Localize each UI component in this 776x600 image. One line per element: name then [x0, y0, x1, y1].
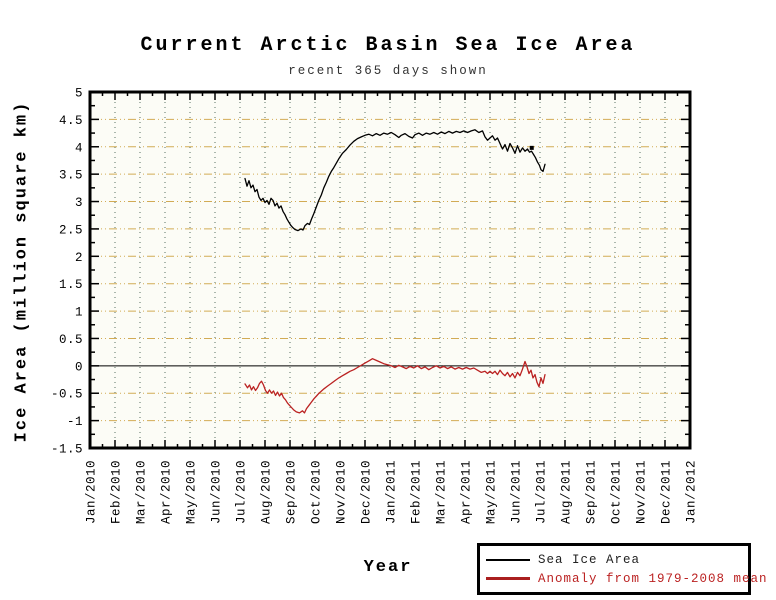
- x-tick-label: Jun/2011: [510, 460, 524, 524]
- y-tick-label: 1: [75, 306, 83, 320]
- x-tick-label: Oct/2010: [310, 460, 324, 524]
- x-tick-label: Nov/2011: [635, 460, 649, 524]
- data-point-marker: [529, 145, 534, 150]
- x-tick-label: Jan/2010: [85, 460, 99, 524]
- y-tick-label: 1.5: [59, 278, 83, 292]
- plot-background: [90, 92, 690, 448]
- plot-border: [88, 90, 692, 450]
- chart-title: Current Arctic Basin Sea Ice Area: [140, 34, 636, 57]
- legend: Sea Ice Area Anomaly from 1979-2008 mean: [477, 543, 767, 595]
- x-tick-label: Feb/2011: [410, 460, 424, 524]
- y-tick-label: -0.5: [51, 388, 83, 402]
- legend-label: Sea Ice Area: [538, 552, 641, 567]
- legend-label: Anomaly from 1979-2008 mean: [538, 571, 768, 586]
- y-tick-label: 0: [75, 360, 83, 374]
- x-tick-label: Apr/2011: [460, 460, 474, 524]
- x-tick-label: Sep/2011: [585, 460, 599, 524]
- x-tick-label: Dec/2010: [360, 460, 374, 524]
- x-tick-label: Jan/2012: [685, 460, 699, 524]
- series-line-anomaly-from-1979-2008-mean: [244, 358, 546, 414]
- x-tick-label: May/2010: [185, 460, 199, 524]
- y-tick-label: 5: [75, 87, 83, 101]
- y-tick-label: 4: [75, 141, 83, 155]
- y-tick-label: -1: [67, 415, 83, 429]
- x-tick-label: Nov/2010: [335, 460, 349, 524]
- y-tick-label: 0.5: [59, 333, 83, 347]
- chart-subtitle: recent 365 days shown: [288, 64, 488, 78]
- x-tick-label: Mar/2010: [135, 460, 149, 524]
- y-tick-label: 3.5: [59, 169, 83, 183]
- x-tick-label: Aug/2010: [260, 460, 274, 524]
- legend-line-swatch-red: [486, 577, 530, 580]
- y-tick-label: -1.5: [51, 443, 83, 457]
- x-tick-label: Dec/2011: [660, 460, 674, 524]
- x-tick-label: May/2011: [485, 460, 499, 524]
- x-tick-label: Jul/2010: [235, 460, 249, 524]
- x-tick-label: Jan/2011: [385, 460, 399, 524]
- series-line-sea-ice-area: [244, 129, 546, 232]
- x-tick-label: Mar/2011: [435, 460, 449, 524]
- x-tick-label: Jul/2011: [535, 460, 549, 524]
- x-tick-label: Apr/2010: [160, 460, 174, 524]
- legend-item-anomaly: Anomaly from 1979-2008 mean: [486, 569, 767, 588]
- x-tick-label: Aug/2011: [560, 460, 574, 524]
- x-tick-label: Sep/2010: [285, 460, 299, 524]
- y-tick-label: 3: [75, 196, 83, 210]
- legend-line-swatch-black: [486, 558, 530, 561]
- y-tick-label: 2: [75, 251, 83, 265]
- x-axis-title: Year: [363, 558, 413, 577]
- legend-item-sea-ice-area: Sea Ice Area: [486, 550, 746, 569]
- x-tick-label: Jun/2010: [210, 460, 224, 524]
- x-tick-label: Oct/2011: [610, 460, 624, 524]
- y-tick-label: 4.5: [59, 114, 83, 128]
- x-tick-label: Feb/2010: [110, 460, 124, 524]
- y-tick-label: 2.5: [59, 223, 83, 237]
